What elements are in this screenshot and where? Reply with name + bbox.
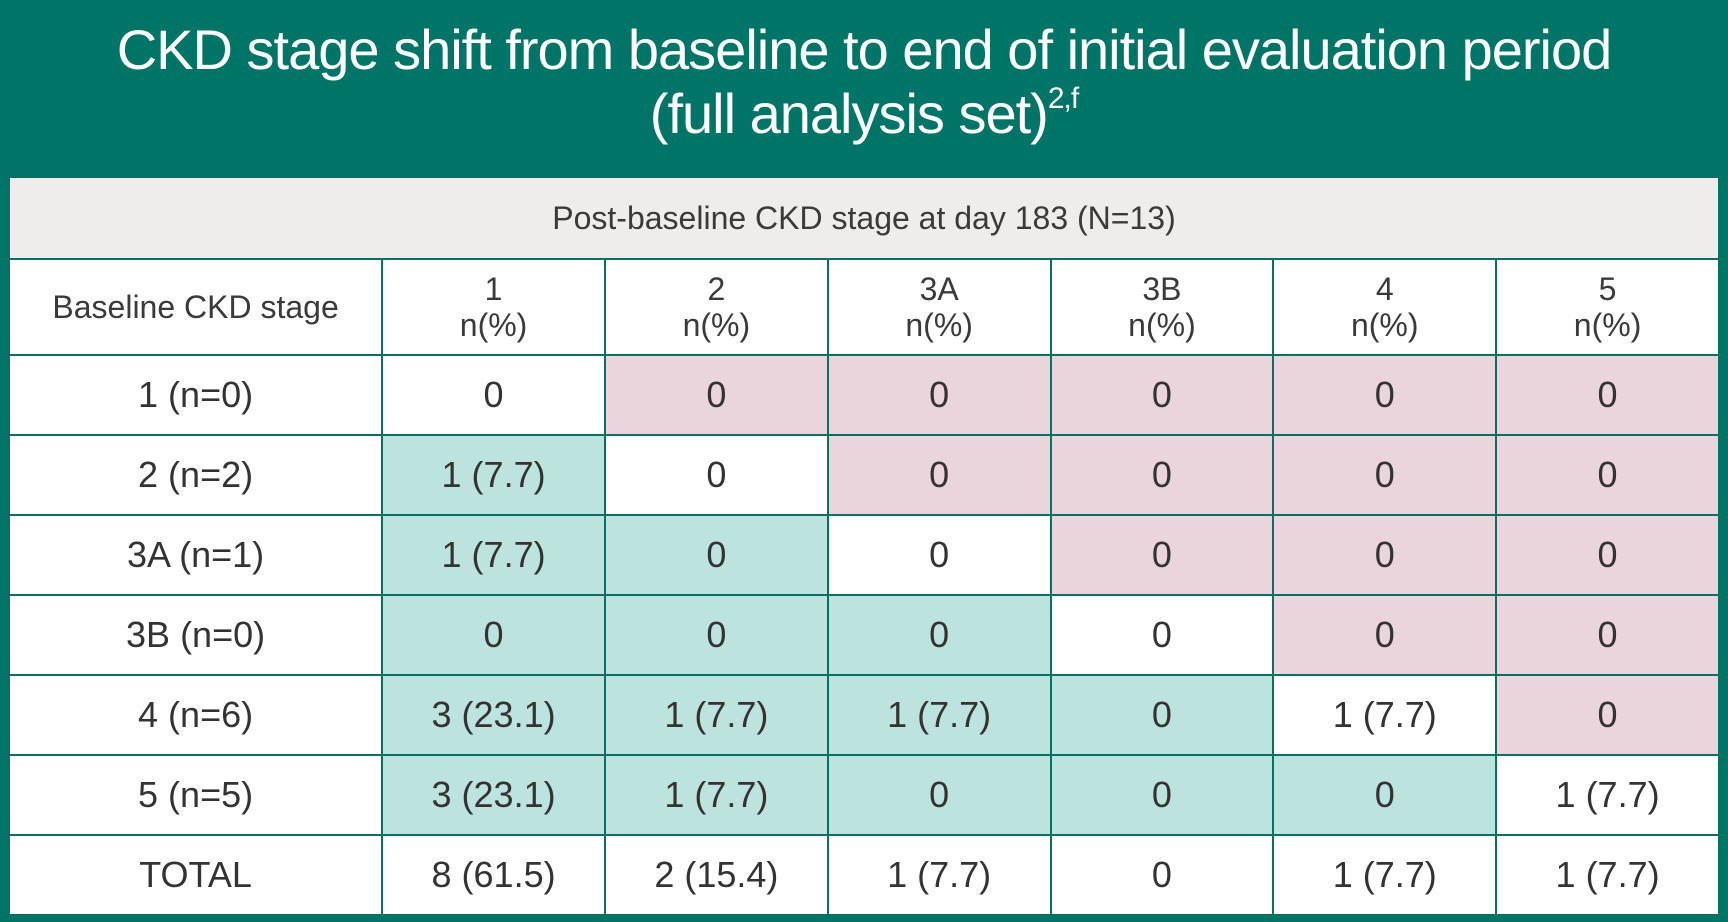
row-label: 1 (n=0) [7,354,384,436]
column-stage: 3A [919,271,959,307]
row-label: 3A (n=1) [7,514,384,596]
row-label: 5 (n=5) [7,754,384,836]
table-cell: 3 (23.1) [381,674,606,756]
row-label: 3B (n=0) [7,594,384,676]
column-stage: 3B [1142,271,1182,307]
table-cell: 3 (23.1) [381,754,606,836]
table-cell: 1 (7.7) [603,674,829,756]
table-cell: 0 [1272,594,1498,676]
column-header: 2 n(%) [603,258,829,356]
total-row: TOTAL 8 (61.5) 2 (15.4) 1 (7.7) 0 1 (7.7… [7,834,1720,916]
table-row: 3A (n=1) 1 (7.7) 0 0 0 0 0 [7,514,1720,596]
table-cell: 0 [1049,354,1275,436]
column-header: 5 n(%) [1495,258,1720,356]
total-cell: 1 (7.7) [1272,834,1498,916]
table-row: 1 (n=0) 0 0 0 0 0 0 [7,354,1720,436]
column-header: 4 n(%) [1272,258,1498,356]
table-cell: 0 [1049,514,1275,596]
column-stage: 2 [707,271,726,307]
page-title: CKD stage shift from baseline to end of … [0,0,1728,176]
column-unit: n(%) [1573,307,1642,343]
table-cell: 0 [1495,674,1720,756]
total-cell: 1 (7.7) [826,834,1052,916]
table-cell: 1 (7.7) [1272,674,1498,756]
column-unit: n(%) [682,307,751,343]
column-header: 3B n(%) [1049,258,1275,356]
table-cell: 0 [826,514,1052,596]
table-cell: 0 [603,514,829,596]
total-cell: 8 (61.5) [381,834,606,916]
title-superscript: 2,f [1047,82,1079,115]
column-stage: 1 [484,271,503,307]
row-label: 2 (n=2) [7,434,384,516]
table-cell: 0 [1495,514,1720,596]
table-cell: 0 [1495,434,1720,516]
table-cell: 1 (7.7) [1495,754,1720,836]
table-cell: 0 [1049,754,1275,836]
table-cell: 0 [603,434,829,516]
table-row: 3B (n=0) 0 0 0 0 0 0 [7,594,1720,676]
table-row: 5 (n=5) 3 (23.1) 1 (7.7) 0 0 0 1 (7.7) [7,754,1720,836]
table-cell: 1 (7.7) [826,674,1052,756]
table-cell: 0 [381,594,606,676]
column-unit: n(%) [459,307,528,343]
row-header-label: Baseline CKD stage [7,258,384,356]
total-cell: 1 (7.7) [1495,834,1720,916]
total-label: TOTAL [7,834,384,916]
title-line-2: (full analysis set)2,f [0,82,1728,146]
table-cell: 0 [381,354,606,436]
column-stage: 5 [1598,271,1617,307]
table-cell: 0 [1272,514,1498,596]
column-stage: 4 [1375,271,1394,307]
table-cell: 0 [826,434,1052,516]
table-cell: 0 [1272,754,1498,836]
title-line-1: CKD stage shift from baseline to end of … [116,18,1613,81]
title-line-2-text: (full analysis set) [649,82,1049,145]
total-cell: 2 (15.4) [603,834,829,916]
row-label: 4 (n=6) [7,674,384,756]
table-subheader: Post-baseline CKD stage at day 183 (N=13… [8,176,1720,260]
table-cell: 1 (7.7) [381,434,606,516]
column-unit: n(%) [1350,307,1419,343]
table-cell: 0 [1049,674,1275,756]
table-cell: 0 [1272,354,1498,436]
column-unit: n(%) [905,307,973,343]
table-cell: 1 (7.7) [381,514,606,596]
table-cell: 1 (7.7) [603,754,829,836]
table-cell: 0 [1049,434,1275,516]
table-cell: 0 [1495,594,1720,676]
table-row: 2 (n=2) 1 (7.7) 0 0 0 0 0 [7,434,1720,516]
ckd-shift-table: Post-baseline CKD stage at day 183 (N=13… [7,176,1720,916]
table-cell: 0 [603,594,829,676]
table-cell: 0 [826,754,1052,836]
column-header: 3A n(%) [826,258,1052,356]
column-unit: n(%) [1128,307,1196,343]
table-cell: 0 [1495,354,1720,436]
table-cell: 0 [826,354,1052,436]
table-row: 4 (n=6) 3 (23.1) 1 (7.7) 1 (7.7) 0 1 (7.… [7,674,1720,756]
table-cell: 0 [1049,594,1275,676]
column-header: 1 n(%) [381,258,606,356]
table-cell: 0 [826,594,1052,676]
table-cell: 0 [1272,434,1498,516]
table-cell: 0 [603,354,829,436]
total-cell: 0 [1049,834,1275,916]
